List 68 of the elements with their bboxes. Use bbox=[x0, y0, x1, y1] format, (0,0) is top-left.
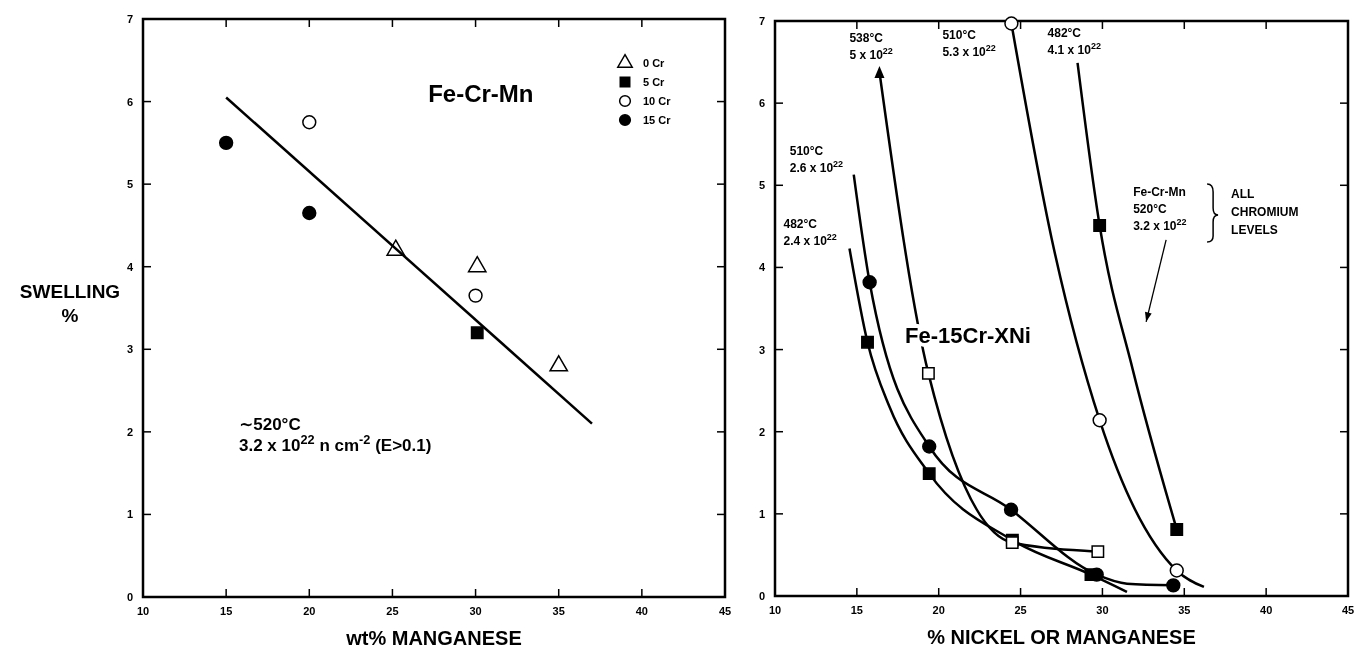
y-tick-label: 1 bbox=[758, 507, 765, 520]
point bbox=[302, 205, 317, 221]
annotation: 482°C 4.1 x 10$^{22}$ bbox=[1047, 25, 1101, 57]
y-tick-label: 4 bbox=[126, 260, 134, 273]
x-tick-label: 40 bbox=[1260, 604, 1273, 616]
y-tick-label: 3 bbox=[758, 343, 765, 356]
point bbox=[1170, 523, 1184, 536]
x-tick-label: 45 bbox=[1341, 604, 1355, 616]
legend-label: 5 Cr bbox=[643, 76, 666, 88]
point bbox=[1169, 563, 1184, 578]
point bbox=[468, 288, 483, 303]
x-tick-label: 20 bbox=[932, 604, 945, 616]
y-tick-label: 0 bbox=[758, 590, 765, 602]
x-tick-label: 10 bbox=[768, 604, 782, 616]
y-tick-label: 7 bbox=[126, 13, 133, 25]
annotation: 538°C 5 x 10$^{22}$ bbox=[849, 30, 893, 62]
point bbox=[1166, 578, 1181, 593]
point bbox=[1093, 219, 1107, 232]
annotation: ALL CHROMIUM LEVELS bbox=[1231, 187, 1299, 238]
x-tick-label: 30 bbox=[469, 605, 482, 617]
y-tick-label: 6 bbox=[126, 95, 133, 108]
x-tick-label: 25 bbox=[386, 605, 399, 617]
x-tick-label: 20 bbox=[303, 605, 316, 617]
point bbox=[467, 255, 487, 273]
x-tick-label: 15 bbox=[220, 605, 233, 617]
point bbox=[470, 326, 484, 340]
x-tick-label: 15 bbox=[850, 604, 863, 616]
y-tick-label: 0 bbox=[126, 591, 133, 603]
point bbox=[1003, 502, 1019, 517]
legend-label: 10 Cr bbox=[643, 95, 672, 107]
y-tick-label: 1 bbox=[126, 508, 133, 521]
y-axis-title: SWELLING % bbox=[19, 281, 121, 326]
x-axis-title: % NICKEL OR MANGANESE bbox=[927, 626, 1196, 648]
point bbox=[1091, 545, 1105, 559]
point bbox=[1092, 413, 1107, 428]
y-tick-label: 2 bbox=[126, 425, 133, 438]
point bbox=[922, 467, 936, 481]
point bbox=[1004, 16, 1019, 31]
y-tick-label: 2 bbox=[758, 425, 765, 438]
x-axis-title: wt% MANGANESE bbox=[345, 627, 522, 649]
x-tick-label: 35 bbox=[1178, 604, 1191, 616]
annotation: Fe-Cr-Mn bbox=[428, 80, 534, 108]
point bbox=[549, 355, 569, 372]
point bbox=[862, 275, 877, 290]
legend-label: 0 Cr bbox=[643, 57, 666, 69]
y-tick-label: 6 bbox=[758, 97, 765, 110]
x-tick-label: 10 bbox=[136, 605, 150, 617]
y-tick-label: 3 bbox=[126, 343, 133, 356]
point bbox=[302, 115, 317, 130]
x-tick-label: 40 bbox=[635, 605, 648, 617]
legend-label: 15 Cr bbox=[643, 114, 672, 126]
y-tick-label: 4 bbox=[758, 261, 766, 274]
x-tick-label: 45 bbox=[718, 605, 732, 617]
point bbox=[218, 135, 234, 151]
annotation: 510°C 5.3 x 10$^{22}$ bbox=[942, 28, 996, 60]
y-tick-label: 7 bbox=[758, 15, 765, 27]
x-tick-label: 30 bbox=[1096, 604, 1109, 616]
point bbox=[922, 439, 937, 454]
annotation: Fe-Cr-Mn 520°C 3.2 x 10$^{22}$ bbox=[1133, 184, 1187, 233]
x-tick-label: 25 bbox=[1014, 604, 1027, 616]
y-tick-label: 5 bbox=[758, 179, 765, 192]
x-tick-label: 35 bbox=[552, 605, 565, 617]
annotation: 510°C 2.6 x 10$^{22}$ bbox=[789, 143, 844, 175]
point bbox=[921, 366, 935, 380]
point bbox=[861, 335, 874, 349]
annotation: 482°C 2.4 x 10$^{22}$ bbox=[783, 216, 837, 248]
annotation: ∼520°C 3.2 x 10$^{22}$ n cm$^{-2}$ (E>0.1) bbox=[239, 414, 432, 455]
y-tick-label: 5 bbox=[126, 178, 133, 191]
